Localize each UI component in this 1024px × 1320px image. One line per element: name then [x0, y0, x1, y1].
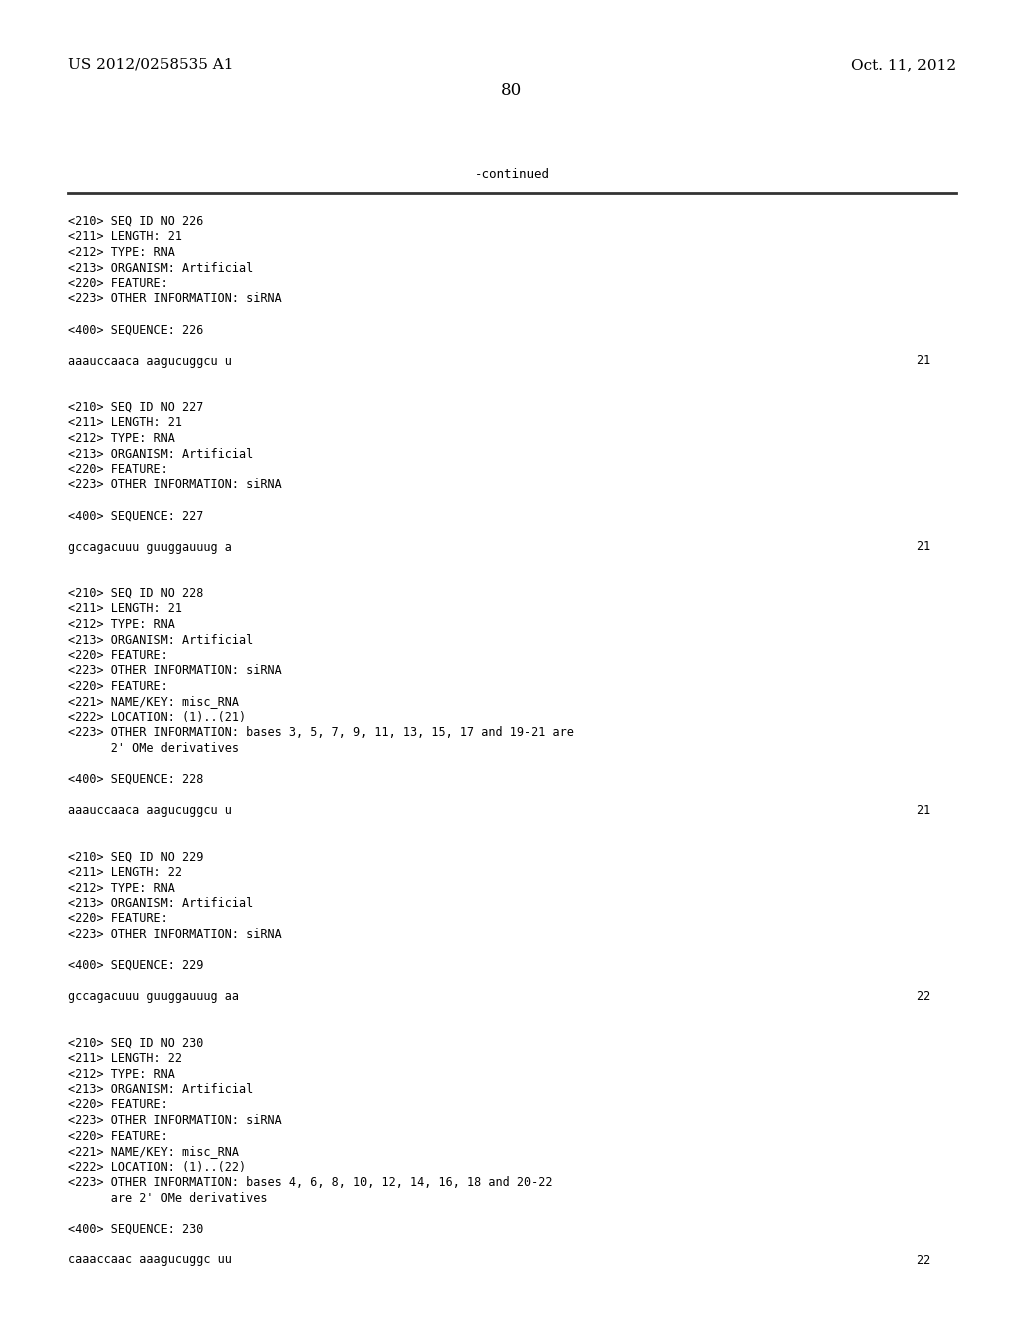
Text: <212> TYPE: RNA: <212> TYPE: RNA	[68, 882, 175, 895]
Text: <210> SEQ ID NO 230: <210> SEQ ID NO 230	[68, 1036, 204, 1049]
Text: gccagacuuu guuggauuug a: gccagacuuu guuggauuug a	[68, 540, 231, 553]
Text: <223> OTHER INFORMATION: siRNA: <223> OTHER INFORMATION: siRNA	[68, 928, 282, 941]
Text: gccagacuuu guuggauuug aa: gccagacuuu guuggauuug aa	[68, 990, 239, 1003]
Text: <400> SEQUENCE: 226: <400> SEQUENCE: 226	[68, 323, 204, 337]
Text: 21: 21	[915, 540, 930, 553]
Text: US 2012/0258535 A1: US 2012/0258535 A1	[68, 58, 233, 73]
Text: <210> SEQ ID NO 228: <210> SEQ ID NO 228	[68, 587, 204, 601]
Text: <213> ORGANISM: Artificial: <213> ORGANISM: Artificial	[68, 261, 253, 275]
Text: 2' OMe derivatives: 2' OMe derivatives	[68, 742, 239, 755]
Text: <220> FEATURE:: <220> FEATURE:	[68, 649, 168, 663]
Text: <223> OTHER INFORMATION: siRNA: <223> OTHER INFORMATION: siRNA	[68, 293, 282, 305]
Text: <223> OTHER INFORMATION: siRNA: <223> OTHER INFORMATION: siRNA	[68, 1114, 282, 1127]
Text: <210> SEQ ID NO 226: <210> SEQ ID NO 226	[68, 215, 204, 228]
Text: <212> TYPE: RNA: <212> TYPE: RNA	[68, 432, 175, 445]
Text: <400> SEQUENCE: 230: <400> SEQUENCE: 230	[68, 1222, 204, 1236]
Text: <400> SEQUENCE: 227: <400> SEQUENCE: 227	[68, 510, 204, 523]
Text: <223> OTHER INFORMATION: bases 4, 6, 8, 10, 12, 14, 16, 18 and 20-22: <223> OTHER INFORMATION: bases 4, 6, 8, …	[68, 1176, 553, 1189]
Text: <223> OTHER INFORMATION: siRNA: <223> OTHER INFORMATION: siRNA	[68, 664, 282, 677]
Text: <220> FEATURE:: <220> FEATURE:	[68, 912, 168, 925]
Text: <211> LENGTH: 21: <211> LENGTH: 21	[68, 417, 182, 429]
Text: <212> TYPE: RNA: <212> TYPE: RNA	[68, 1068, 175, 1081]
Text: <213> ORGANISM: Artificial: <213> ORGANISM: Artificial	[68, 1082, 253, 1096]
Text: <222> LOCATION: (1)..(21): <222> LOCATION: (1)..(21)	[68, 711, 246, 723]
Text: are 2' OMe derivatives: are 2' OMe derivatives	[68, 1192, 267, 1204]
Text: <220> FEATURE:: <220> FEATURE:	[68, 1098, 168, 1111]
Text: Oct. 11, 2012: Oct. 11, 2012	[851, 58, 956, 73]
Text: <221> NAME/KEY: misc_RNA: <221> NAME/KEY: misc_RNA	[68, 1144, 239, 1158]
Text: <211> LENGTH: 21: <211> LENGTH: 21	[68, 602, 182, 615]
Text: <211> LENGTH: 22: <211> LENGTH: 22	[68, 866, 182, 879]
Text: <211> LENGTH: 21: <211> LENGTH: 21	[68, 231, 182, 243]
Text: 21: 21	[915, 355, 930, 367]
Text: aaauccaaca aagucuggcu u: aaauccaaca aagucuggcu u	[68, 355, 231, 367]
Text: <213> ORGANISM: Artificial: <213> ORGANISM: Artificial	[68, 898, 253, 909]
Text: <213> ORGANISM: Artificial: <213> ORGANISM: Artificial	[68, 634, 253, 647]
Text: 22: 22	[915, 990, 930, 1003]
Text: 22: 22	[915, 1254, 930, 1266]
Text: <210> SEQ ID NO 229: <210> SEQ ID NO 229	[68, 850, 204, 863]
Text: <210> SEQ ID NO 227: <210> SEQ ID NO 227	[68, 401, 204, 414]
Text: <400> SEQUENCE: 228: <400> SEQUENCE: 228	[68, 774, 204, 785]
Text: <213> ORGANISM: Artificial: <213> ORGANISM: Artificial	[68, 447, 253, 461]
Text: <220> FEATURE:: <220> FEATURE:	[68, 1130, 168, 1143]
Text: <221> NAME/KEY: misc_RNA: <221> NAME/KEY: misc_RNA	[68, 696, 239, 709]
Text: <222> LOCATION: (1)..(22): <222> LOCATION: (1)..(22)	[68, 1160, 246, 1173]
Text: <211> LENGTH: 22: <211> LENGTH: 22	[68, 1052, 182, 1065]
Text: <220> FEATURE:: <220> FEATURE:	[68, 680, 168, 693]
Text: aaauccaaca aagucuggcu u: aaauccaaca aagucuggcu u	[68, 804, 231, 817]
Text: <223> OTHER INFORMATION: bases 3, 5, 7, 9, 11, 13, 15, 17 and 19-21 are: <223> OTHER INFORMATION: bases 3, 5, 7, …	[68, 726, 573, 739]
Text: <220> FEATURE:: <220> FEATURE:	[68, 463, 168, 477]
Text: <212> TYPE: RNA: <212> TYPE: RNA	[68, 618, 175, 631]
Text: <400> SEQUENCE: 229: <400> SEQUENCE: 229	[68, 960, 204, 972]
Text: 80: 80	[502, 82, 522, 99]
Text: <223> OTHER INFORMATION: siRNA: <223> OTHER INFORMATION: siRNA	[68, 479, 282, 491]
Text: <220> FEATURE:: <220> FEATURE:	[68, 277, 168, 290]
Text: 21: 21	[915, 804, 930, 817]
Text: caaaccaac aaagucuggc uu: caaaccaac aaagucuggc uu	[68, 1254, 231, 1266]
Text: <212> TYPE: RNA: <212> TYPE: RNA	[68, 246, 175, 259]
Text: -continued: -continued	[474, 168, 550, 181]
